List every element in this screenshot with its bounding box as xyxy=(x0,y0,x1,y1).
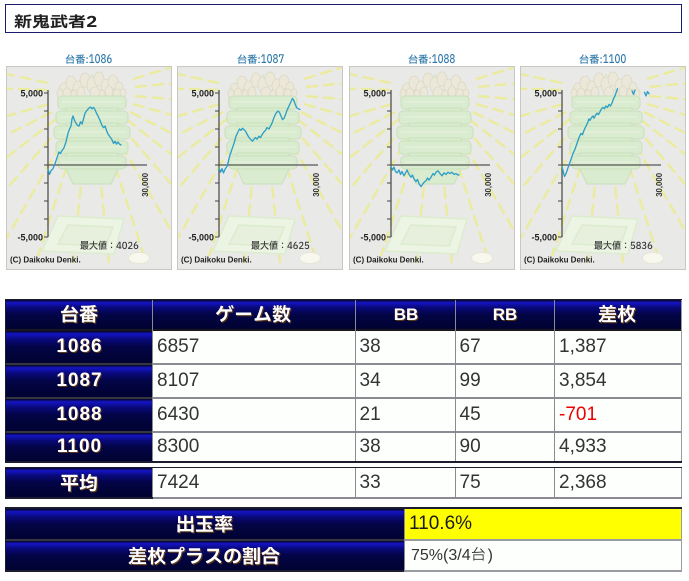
svg-text:5,000: 5,000 xyxy=(20,89,43,99)
svg-text:(C) Daikoku Denki.: (C) Daikoku Denki. xyxy=(524,256,595,265)
svg-text:30,000: 30,000 xyxy=(312,172,321,197)
svg-text:30,000: 30,000 xyxy=(655,172,664,197)
svg-text:(C) Daikoku Denki.: (C) Daikoku Denki. xyxy=(181,256,252,265)
svg-text:-5,000: -5,000 xyxy=(17,233,43,243)
svg-text:5,000: 5,000 xyxy=(192,89,215,99)
svg-text:(C) Daikoku Denki.: (C) Daikoku Denki. xyxy=(10,256,81,265)
svg-text:(C) Daikoku Denki.: (C) Daikoku Denki. xyxy=(353,256,424,265)
svg-text:-5,000: -5,000 xyxy=(189,233,215,243)
svg-text:5,000: 5,000 xyxy=(534,89,557,99)
svg-text:5,000: 5,000 xyxy=(363,89,386,99)
svg-text:-5,000: -5,000 xyxy=(360,233,386,243)
svg-text:30,000: 30,000 xyxy=(141,172,150,197)
svg-text:-5,000: -5,000 xyxy=(531,233,557,243)
svg-text:30,000: 30,000 xyxy=(484,172,493,197)
